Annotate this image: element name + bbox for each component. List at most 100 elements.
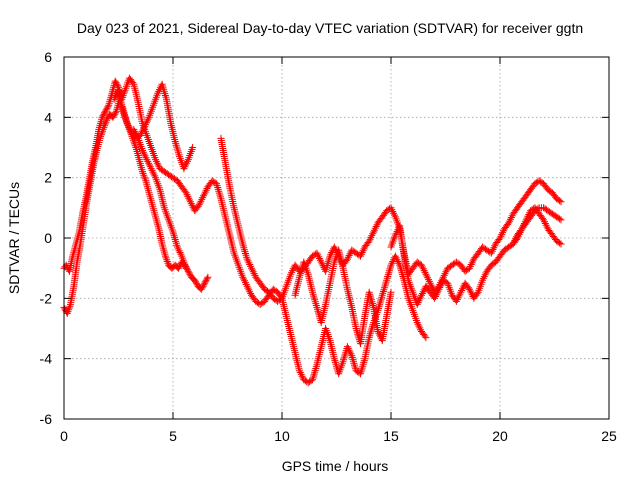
data-point-fill bbox=[210, 178, 219, 187]
data-point-fill bbox=[501, 220, 512, 231]
data-point bbox=[295, 367, 303, 375]
data-point-fill bbox=[131, 127, 141, 141]
data-point-fill bbox=[152, 157, 163, 171]
series-track-2 bbox=[60, 95, 212, 317]
data-point bbox=[182, 264, 190, 272]
data-point-fill bbox=[532, 205, 542, 214]
data-point-fill bbox=[415, 259, 424, 268]
data-point bbox=[191, 276, 199, 284]
data-point-fill bbox=[185, 269, 195, 280]
data-point-fill bbox=[493, 254, 503, 265]
data-point-fill bbox=[471, 251, 481, 262]
data-point-fill bbox=[205, 178, 215, 189]
data-point-fill bbox=[69, 242, 79, 258]
data-point-fill bbox=[136, 158, 146, 174]
data-point-fill bbox=[493, 236, 503, 246]
data-point-fill bbox=[450, 259, 459, 268]
data-point-fill bbox=[314, 251, 324, 264]
data-point-fill bbox=[142, 179, 152, 195]
data-point-fill bbox=[344, 248, 355, 261]
data-point bbox=[111, 77, 119, 85]
data-point-fill bbox=[370, 305, 382, 333]
data-point bbox=[413, 300, 421, 308]
data-point-fill bbox=[166, 172, 175, 181]
data-point-fill bbox=[310, 250, 319, 259]
data-point-fill bbox=[170, 230, 181, 249]
data-point bbox=[152, 156, 160, 164]
data-point-fill bbox=[159, 242, 169, 258]
data-point-fill bbox=[292, 263, 302, 274]
x-axis-label: GPS time / hours bbox=[282, 458, 389, 474]
data-point-fill bbox=[248, 266, 259, 279]
data-point-fill bbox=[445, 262, 455, 271]
data-point-fill bbox=[118, 88, 128, 101]
data-point-fill bbox=[185, 146, 196, 162]
data-point-fill bbox=[100, 118, 110, 132]
data-point bbox=[557, 216, 565, 224]
data-point bbox=[365, 237, 373, 245]
data-point-fill bbox=[528, 181, 538, 192]
data-point-fill bbox=[405, 278, 416, 294]
data-point bbox=[557, 240, 565, 248]
data-point bbox=[326, 252, 334, 260]
data-point-fill bbox=[135, 137, 146, 152]
data-point-fill bbox=[458, 263, 468, 274]
data-point-fill bbox=[488, 242, 499, 255]
data-point bbox=[63, 309, 71, 317]
data-point bbox=[426, 279, 434, 287]
data-point-fill bbox=[178, 254, 189, 270]
data-point-fill bbox=[489, 259, 498, 268]
data-point bbox=[317, 258, 325, 266]
data-point-fill bbox=[400, 254, 412, 282]
data-point-fill bbox=[427, 290, 437, 301]
data-point-fill bbox=[61, 305, 70, 316]
data-point-fill bbox=[137, 124, 148, 138]
data-point-fill bbox=[262, 286, 271, 295]
data-point-fill bbox=[405, 296, 416, 312]
data-point-fill bbox=[231, 251, 242, 267]
data-point-fill bbox=[253, 275, 263, 286]
x-tick-label: 0 bbox=[60, 428, 68, 444]
data-point bbox=[248, 264, 255, 272]
data-point-fill bbox=[235, 224, 246, 246]
data-point-fill bbox=[226, 185, 238, 210]
data-point-fill bbox=[348, 306, 360, 330]
data-point-fill bbox=[354, 250, 363, 259]
x-tick-label: 15 bbox=[383, 428, 399, 444]
data-point-fill bbox=[410, 260, 420, 271]
data-point-fill bbox=[152, 176, 163, 192]
data-point-fill bbox=[305, 254, 315, 265]
series-track-6 bbox=[291, 246, 395, 348]
data-point-fill bbox=[462, 281, 472, 292]
data-point-fill bbox=[257, 281, 267, 292]
data-point bbox=[123, 119, 131, 127]
data-point-fill bbox=[523, 214, 533, 225]
data-point-fill bbox=[161, 206, 172, 222]
data-point-fill bbox=[349, 247, 359, 256]
data-point-fill bbox=[549, 233, 560, 243]
data-point-fill bbox=[275, 295, 284, 304]
data-point-fill bbox=[357, 245, 368, 258]
data-point bbox=[174, 264, 182, 272]
data-point-fill bbox=[418, 263, 429, 276]
data-point bbox=[431, 294, 439, 302]
data-point bbox=[505, 219, 513, 227]
data-point bbox=[99, 125, 107, 133]
data-point-fill bbox=[480, 244, 489, 253]
data-point-fill bbox=[536, 211, 546, 222]
data-point-fill bbox=[112, 79, 122, 90]
data-point-fill bbox=[253, 298, 263, 307]
data-point-fill bbox=[396, 224, 408, 258]
data-point bbox=[110, 95, 118, 103]
data-point-fill bbox=[396, 263, 407, 282]
data-point-fill bbox=[196, 194, 207, 207]
data-point-fill bbox=[217, 197, 229, 219]
data-point-fill bbox=[419, 329, 429, 340]
data-point-fill bbox=[162, 254, 172, 267]
data-point-fill bbox=[192, 202, 202, 213]
data-point bbox=[457, 288, 465, 296]
data-point-fill bbox=[279, 284, 290, 300]
data-point bbox=[487, 249, 495, 257]
data-point-fill bbox=[366, 320, 377, 340]
data-point-fill bbox=[129, 136, 139, 150]
